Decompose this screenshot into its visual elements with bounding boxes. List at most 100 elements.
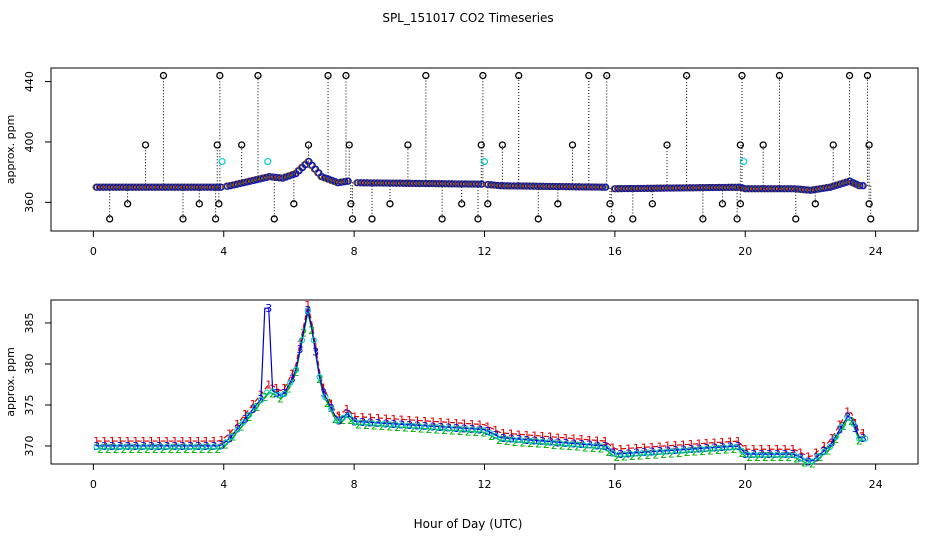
series-marker-3: 3	[719, 441, 726, 454]
cyan-point	[334, 417, 341, 424]
data-point	[859, 182, 867, 190]
series-marker-1: 1	[641, 441, 648, 454]
series-marker-3: 3	[789, 448, 796, 461]
cyan-point	[234, 426, 241, 433]
series-marker-3: 3	[539, 435, 546, 448]
series-marker-1: 1	[383, 412, 390, 425]
series-marker-1: 1	[813, 447, 820, 460]
chart-title: SPL_151017 CO2 Timeseries	[382, 11, 553, 25]
series-marker-3: 3	[649, 446, 656, 459]
series-marker-1: 1	[766, 443, 773, 456]
cyan-point	[850, 420, 857, 427]
cyan-point	[779, 451, 787, 459]
y-tick-label: 360	[23, 192, 36, 213]
series-marker-1: 1	[578, 433, 585, 446]
cyan-point	[269, 388, 276, 395]
outlier-point	[404, 141, 412, 149]
series-marker-3: 3	[336, 414, 343, 427]
x-tick-label: 20	[738, 478, 752, 491]
x-tick-label: 0	[90, 478, 97, 491]
cyan-point	[598, 443, 605, 450]
outlier-point	[811, 200, 819, 208]
series-marker-1: 1	[828, 432, 835, 445]
cyan-point	[240, 419, 247, 426]
cyan-point	[469, 426, 476, 433]
cyan-point	[545, 439, 552, 446]
series-line-1	[96, 304, 864, 458]
series-marker-1: 1	[656, 440, 663, 453]
cyan-point	[128, 443, 135, 450]
series-marker-3: 3	[375, 417, 382, 430]
series-marker-3: 3	[555, 436, 562, 449]
cyan-point	[158, 443, 165, 450]
series-marker-2: 2	[676, 447, 683, 460]
data-point	[602, 183, 610, 191]
outlier-point	[159, 71, 168, 80]
series-marker-1: 1	[531, 430, 538, 443]
series-marker-2: 2	[723, 444, 730, 457]
series-marker-3: 3	[124, 440, 131, 453]
series-marker-2: 2	[160, 443, 167, 456]
series-marker-2: 2	[144, 443, 151, 456]
cyan-point	[480, 157, 489, 166]
series-marker-3: 3	[156, 440, 163, 453]
series-marker-1: 1	[852, 417, 859, 430]
series-marker-1: 1	[336, 409, 343, 422]
cyan-point	[515, 436, 523, 444]
series-marker-3: 3	[750, 448, 757, 461]
series-marker-1: 1	[148, 435, 155, 448]
series-marker-1: 1	[250, 398, 257, 411]
cyan-point	[416, 423, 423, 430]
x-tick-label: 8	[351, 478, 358, 491]
series-marker-3: 3	[461, 422, 468, 435]
series-marker-2: 2	[253, 401, 260, 414]
outlier-point	[607, 215, 616, 223]
x-tick-label: 12	[478, 245, 492, 258]
cyan-point	[756, 451, 763, 459]
outlier-point	[477, 141, 485, 149]
outlier-point	[345, 141, 353, 149]
series-marker-3: 3	[195, 440, 202, 453]
series-marker-3: 3	[547, 436, 554, 449]
outlier-point	[254, 71, 262, 80]
cyan-point	[821, 448, 828, 455]
cyan-point	[539, 438, 546, 445]
series-marker-1: 1	[242, 408, 249, 421]
series-marker-1: 1	[750, 443, 757, 456]
series-marker-1: 1	[469, 418, 476, 431]
series-marker-3: 3	[852, 422, 859, 435]
series-marker-3: 3	[351, 415, 358, 428]
cyan-point	[163, 443, 171, 450]
series-marker-1: 1	[343, 403, 350, 416]
series-marker-3: 3	[289, 372, 296, 385]
cyan-point	[762, 451, 769, 459]
cyan-point	[140, 443, 147, 450]
series-marker-1: 1	[664, 440, 671, 453]
series-marker-2: 2	[238, 421, 245, 434]
outlier-point	[603, 71, 611, 80]
series-marker-1: 1	[516, 428, 523, 441]
series-marker-3: 3	[367, 416, 374, 429]
cyan-point	[439, 424, 446, 431]
series-marker-1: 1	[367, 411, 374, 424]
series-marker-3: 3	[117, 440, 124, 453]
cyan-point	[691, 446, 699, 453]
cyan-point	[674, 447, 681, 454]
series-marker-3: 3	[422, 420, 429, 433]
cyan-point	[199, 443, 206, 450]
cyan-point	[838, 424, 845, 431]
series-marker-3: 3	[383, 417, 390, 430]
cyan-point	[322, 394, 329, 401]
series-marker-3: 3	[359, 416, 366, 429]
series-marker-1: 1	[617, 443, 624, 456]
series-marker-2: 2	[191, 443, 198, 456]
series-marker-1: 1	[633, 442, 640, 455]
outlier-point	[648, 200, 657, 208]
cyan-point	[574, 441, 581, 448]
series-marker-3: 3	[774, 448, 781, 461]
x-tick-label: 12	[478, 478, 492, 491]
cyan-point	[463, 426, 470, 433]
x-tick-label: 16	[608, 478, 622, 491]
cyan-point	[222, 439, 229, 446]
outlier-point	[554, 200, 562, 208]
